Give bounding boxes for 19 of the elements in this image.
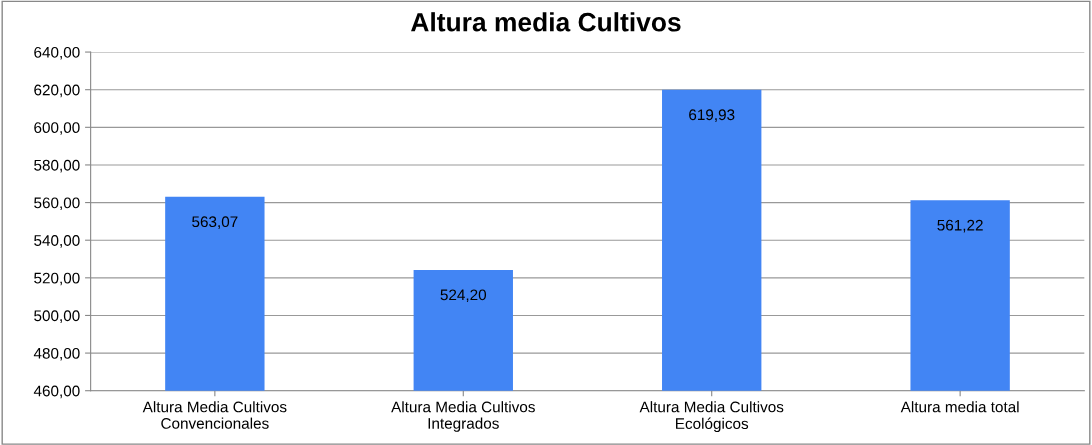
data-label: 563,07 bbox=[192, 216, 238, 229]
y-tick-label: 640,00 bbox=[34, 46, 80, 60]
data-label: 524,20 bbox=[440, 289, 487, 303]
y-tick-label: 580,00 bbox=[34, 159, 80, 173]
data-label: 619,93 bbox=[689, 109, 735, 122]
y-tick-label: 620,00 bbox=[34, 84, 80, 98]
chart-title: Altura media Cultivos bbox=[411, 12, 681, 32]
y-tick-label: 520,00 bbox=[34, 272, 80, 286]
y-tick-label: 600,00 bbox=[34, 122, 80, 135]
x-tick-label: Altura media total bbox=[900, 401, 1019, 413]
data-label: 561,22 bbox=[937, 219, 983, 233]
y-tick-label: 540,00 bbox=[34, 235, 80, 248]
y-tick-label: 480,00 bbox=[33, 347, 80, 361]
x-tick-label: Altura Media Cultivos Integrados bbox=[391, 401, 535, 432]
y-tick-label: 500,00 bbox=[34, 310, 80, 323]
x-tick-label: Altura Media Cultivos Ecológicos bbox=[639, 401, 784, 433]
y-tick-label: 460,00 bbox=[33, 385, 80, 399]
y-tick-label: 560,00 bbox=[34, 197, 80, 211]
x-tick-label: Altura Media Cultivos Convencionales bbox=[142, 401, 287, 429]
